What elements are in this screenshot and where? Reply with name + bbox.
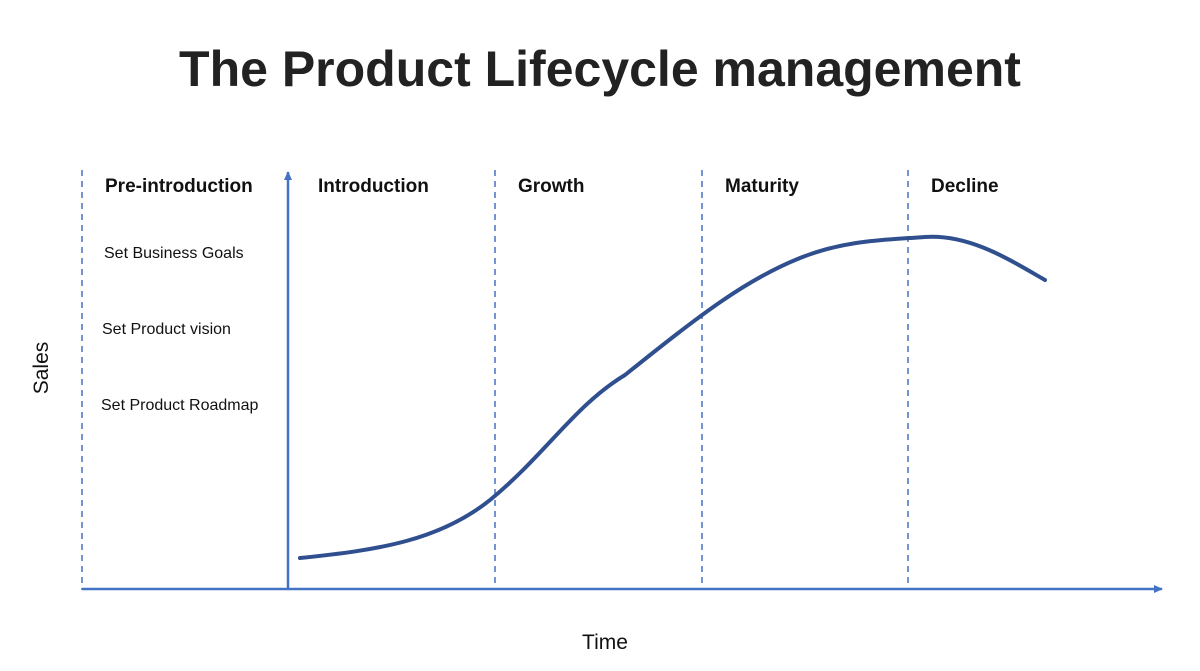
sales-curve (298, 234, 1047, 560)
stage-label-decline: Decline (931, 176, 999, 197)
task-set-product-roadmap: Set Product Roadmap (101, 397, 259, 414)
x-axis-label: Time (582, 631, 628, 654)
stage-label-pre-introduction: Pre-introduction (105, 176, 253, 197)
stage-label-growth: Growth (518, 176, 585, 197)
y-axis-label: Sales (30, 342, 53, 395)
task-set-business-goals: Set Business Goals (104, 245, 244, 262)
stage-label-maturity: Maturity (725, 176, 799, 197)
task-set-product-vision: Set Product vision (102, 321, 231, 338)
stage-label-introduction: Introduction (318, 176, 429, 197)
diagram-title: The Product Lifecycle management (179, 41, 1021, 97)
